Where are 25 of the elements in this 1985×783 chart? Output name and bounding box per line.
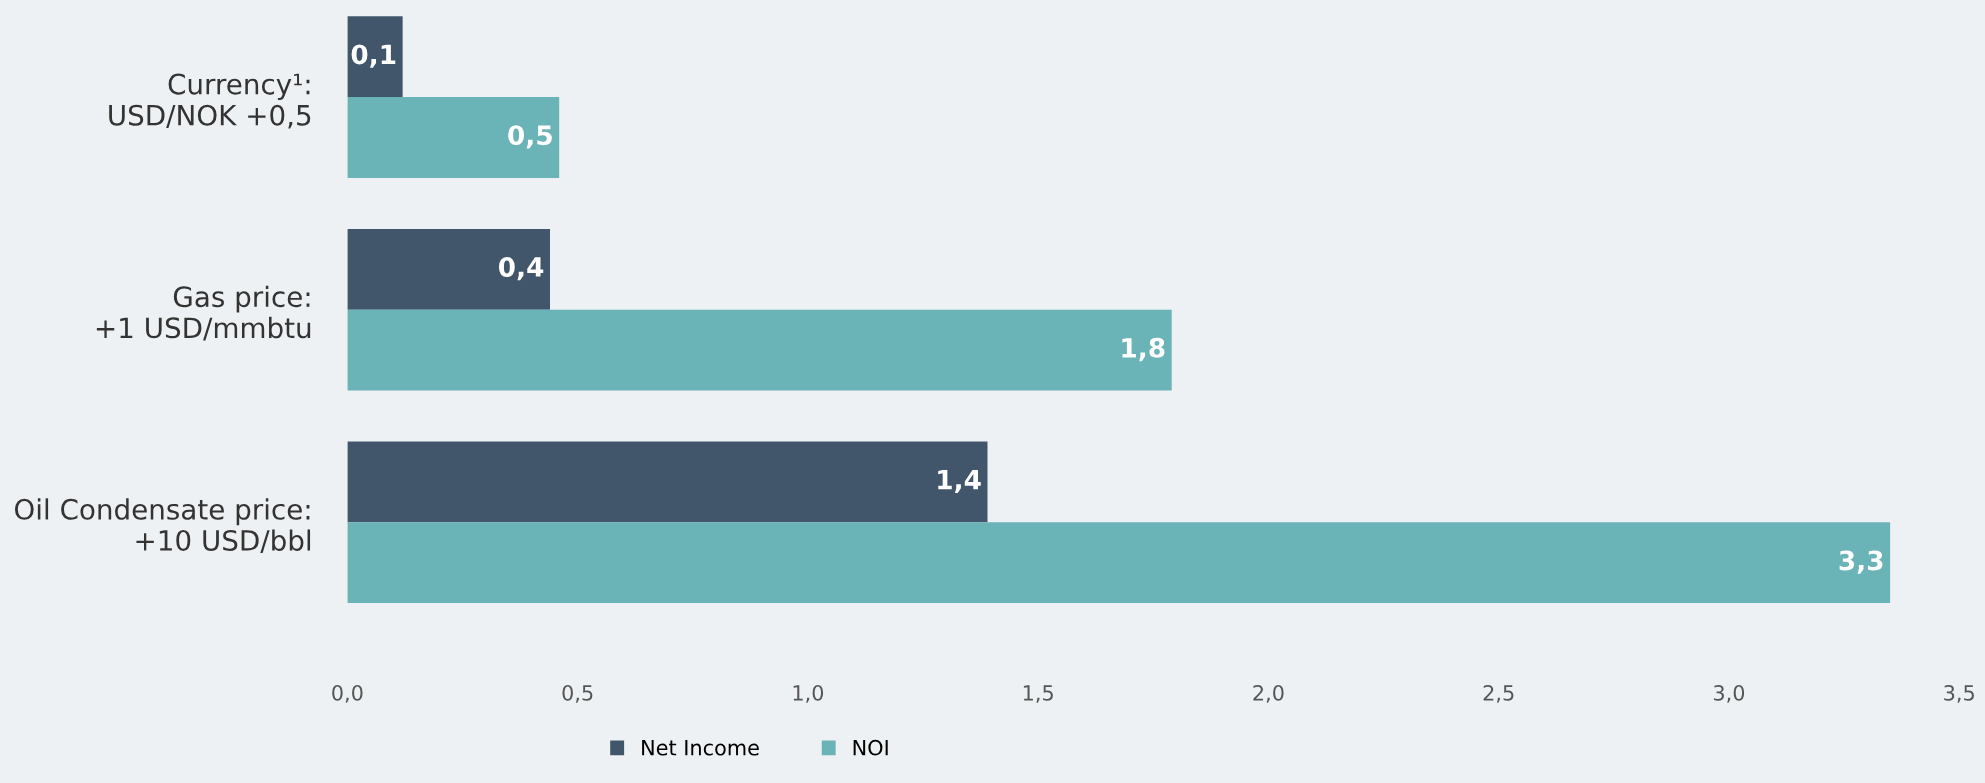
x-tick-label: 3,0 — [1713, 684, 1745, 703]
y-tick-label: Currency¹: USD/NOK +0,5 — [109, 73, 311, 129]
legend-label: Net Income — [642, 740, 759, 756]
x-tick-label: 2,0 — [1253, 684, 1284, 703]
bar — [347, 16, 403, 98]
x-tick-label: 0,5 — [562, 684, 593, 703]
x-tick-label: 1,0 — [793, 684, 824, 703]
data-label: 1,8 — [1122, 337, 1165, 362]
legend-label: NOI — [853, 739, 888, 756]
x-tick-label: 3,5 — [1944, 684, 1974, 703]
x-tick-label: 0,0 — [332, 684, 363, 703]
bar — [347, 309, 1172, 391]
data-label: 1,4 — [938, 469, 981, 493]
x-tick-label: 1,5 — [1023, 685, 1053, 703]
y-tick-label: Oil Condensate price: +10 USD/bbl — [14, 498, 311, 554]
data-label: 0,4 — [498, 257, 544, 281]
bar — [347, 522, 1891, 604]
bar — [347, 97, 560, 178]
data-label: 0,1 — [351, 44, 396, 68]
bar — [347, 441, 988, 523]
bar — [347, 228, 550, 310]
data-label: 3,3 — [1839, 550, 1883, 574]
y-tick-label: Gas price: +1 USD/mmbtu — [96, 285, 311, 341]
data-label: 0,5 — [508, 125, 552, 149]
x-tick-label: 2,5 — [1483, 684, 1514, 703]
